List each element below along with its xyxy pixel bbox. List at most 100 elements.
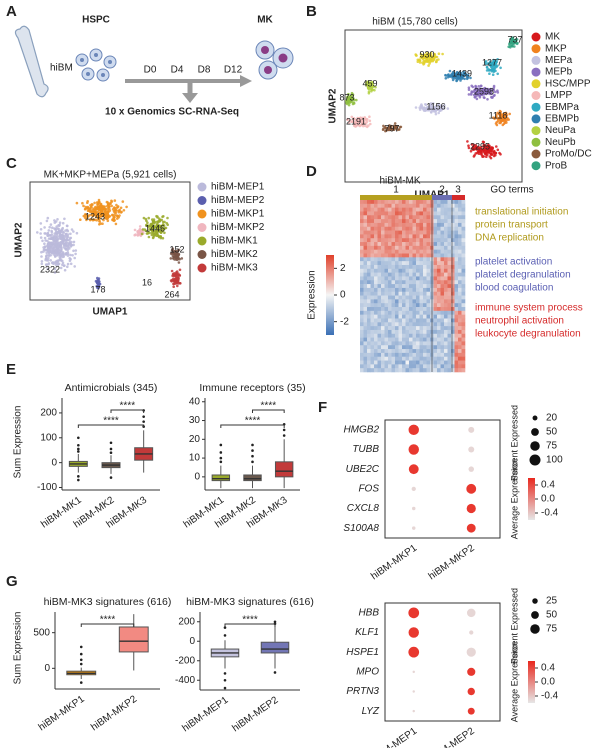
heatmap-cell	[360, 253, 364, 258]
heatmap-cell	[377, 303, 382, 308]
heatmap-cell	[447, 326, 452, 331]
heatmap-cell	[423, 360, 427, 365]
heatmap-cell	[360, 276, 364, 281]
heatmap-cell	[458, 345, 462, 350]
heatmap-cell	[440, 284, 445, 289]
heatmap-cell	[384, 364, 389, 369]
cell-point	[39, 222, 43, 225]
cell-point	[482, 89, 485, 92]
heatmap-cell	[409, 230, 413, 235]
heatmap-cell	[451, 238, 455, 243]
box	[274, 461, 294, 478]
cell-point	[175, 272, 179, 276]
heatmap-cell	[447, 368, 452, 373]
heatmap-cell	[444, 299, 448, 304]
heatmap-cell	[374, 284, 378, 289]
cell-point	[152, 220, 155, 223]
heatmap-cell	[363, 333, 368, 338]
heatmap-cell	[363, 337, 368, 342]
heatmap-cell	[423, 295, 427, 300]
cell-point	[427, 107, 431, 111]
heatmap-cell	[447, 234, 452, 239]
heatmap-cell	[444, 318, 448, 323]
heatmap-cell	[398, 245, 403, 250]
cell-point	[494, 153, 497, 157]
cell-point	[488, 89, 491, 92]
heatmap-cell	[426, 299, 431, 304]
cell-point	[88, 218, 92, 222]
cell-point	[68, 241, 72, 245]
cell-point	[454, 72, 458, 75]
heatmap-cell	[458, 253, 462, 258]
cell-point	[111, 214, 114, 217]
heatmap-cell	[391, 211, 396, 216]
heatmap-cell	[398, 203, 403, 208]
cell-point	[498, 121, 501, 125]
heatmap-cell	[426, 268, 431, 273]
panel-letter: E	[6, 361, 16, 378]
heatmap-cell	[370, 356, 375, 361]
heatmap-cell	[377, 333, 382, 338]
heatmap-cell	[388, 242, 392, 247]
heatmap-cell	[381, 222, 385, 228]
heatmap-cell	[461, 207, 466, 212]
heatmap-cell	[360, 261, 364, 266]
gene-label: UBE2C	[346, 464, 380, 475]
heatmap-cell	[363, 314, 368, 319]
expression-dot	[467, 687, 475, 696]
cell-point	[158, 217, 161, 220]
heatmap-cell	[381, 310, 385, 315]
heatmap-cell	[405, 245, 410, 250]
heatmap-cell	[416, 284, 420, 289]
heatmap-cell	[426, 257, 431, 262]
cell-point	[489, 60, 492, 63]
heatmap-cell	[412, 272, 417, 277]
heatmap-cell	[363, 245, 368, 250]
size-legend-label: 20	[546, 413, 558, 424]
cell-point	[61, 221, 65, 225]
heatmap-cell	[370, 249, 375, 254]
cell-point	[51, 226, 54, 229]
heatmap-cell	[363, 364, 368, 369]
heatmap-cell	[419, 341, 424, 346]
heatmap-cell	[444, 219, 448, 224]
heatmap-cell	[451, 215, 455, 220]
heatmap-cell	[454, 287, 459, 293]
heatmap-cell	[391, 264, 396, 270]
heatmap-cell	[461, 326, 466, 331]
cell-point	[478, 148, 482, 152]
cell-point	[439, 107, 443, 110]
heatmap-cell	[395, 333, 399, 338]
heatmap-cell	[405, 349, 410, 354]
heatmap-cell	[458, 318, 462, 323]
cell-point	[479, 84, 483, 88]
cell-point	[155, 220, 159, 224]
cell-point	[371, 85, 375, 88]
cell-point	[471, 148, 475, 151]
heatmap-cell	[426, 276, 431, 281]
cell-point	[425, 107, 428, 110]
heatmap-cell	[416, 352, 420, 358]
heatmap-cell	[409, 368, 413, 373]
cell-point	[487, 150, 490, 154]
heatmap-cell	[367, 364, 371, 369]
heatmap-cell	[398, 287, 403, 293]
heatmap-cell	[451, 226, 455, 231]
heatmap-cell	[384, 219, 389, 224]
cell-point	[177, 282, 180, 285]
size-legend-dot	[532, 415, 538, 421]
heatmap-cell	[363, 329, 368, 335]
cell-point	[81, 201, 84, 205]
heatmap-cell	[409, 284, 413, 289]
heatmap-cell	[370, 276, 375, 281]
heatmap-cell	[388, 299, 392, 304]
heatmap-cell	[423, 284, 427, 289]
heatmap-cell	[381, 314, 385, 319]
cell-point	[57, 259, 60, 262]
cell-point	[39, 236, 43, 239]
heatmap-cell	[423, 349, 427, 354]
heatmap-cell	[405, 272, 410, 277]
heatmap-cell	[381, 219, 385, 224]
heatmap-cell	[405, 264, 410, 270]
heatmap-cell	[461, 284, 466, 289]
